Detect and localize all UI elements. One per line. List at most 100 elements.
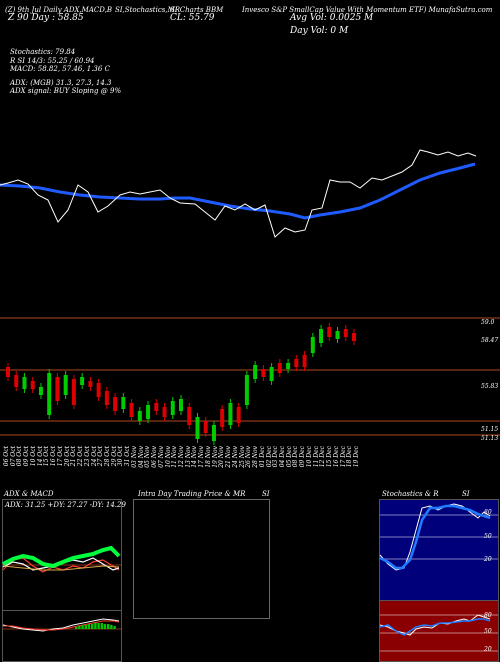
price-90day: Z 90 Day : 58.85: [8, 13, 84, 23]
candle-body: [286, 363, 291, 369]
rsi-panel: 80 50 20: [379, 600, 499, 662]
intra-title: Intra Day Trading Price & MR: [138, 490, 246, 498]
adx-panel: ADX: 31.25 +DY: 27.27 -DY: 14.29: [2, 499, 126, 611]
adx-signal-readout: ADX signal: BUY Sloping @ 9%: [10, 87, 122, 95]
adx-values: ADX: 31.25 +DY: 27.27 -DY: 14.29: [5, 501, 126, 509]
date-axis: 06 Oct 07 Oct 08 Oct 09 Oct 10 Oct 14 Oct 15 O…: [0, 446, 500, 484]
price-line: [0, 149, 477, 238]
candle-body: [104, 391, 109, 405]
date-tick: 22 Oct: [77, 446, 85, 467]
macd-bar: [84, 625, 87, 629]
candles: [6, 323, 356, 445]
header-mid2: SI Charts BBM: [170, 6, 224, 14]
candle-body: [14, 375, 19, 387]
avg-volume: Avg Vol: 0.0025 M: [290, 13, 374, 23]
macd-bar: [94, 623, 97, 629]
stoch-tick-80: 80: [484, 509, 492, 516]
candle-body: [38, 387, 43, 395]
stoch-title: Stochastics & R: [382, 490, 439, 498]
date-tick: 24 Nov: [231, 446, 239, 468]
chart-title: Invesco S&P SmallCap Value With Momentum…: [242, 6, 493, 14]
rsi-readout: R SI 14/3: 55.25 / 60.94: [10, 57, 95, 65]
date-tick: 07 Nov: [157, 446, 165, 468]
candlestick-chart: [0, 317, 500, 445]
level-label-3: 55.83: [481, 383, 499, 390]
date-tick: 01 Dec: [258, 446, 266, 468]
candle-body: [335, 331, 340, 339]
candle-body: [220, 409, 225, 427]
macd-readout: MACD: 58.82, 57.46, 1.36 C: [10, 65, 110, 73]
macd-bar: [91, 624, 94, 629]
candle-body: [319, 329, 324, 343]
macd-bar: [75, 627, 78, 629]
level-label-5: 51.13: [481, 435, 499, 442]
date-tick: 10 Oct: [29, 446, 37, 467]
stoch-tick-50: 50: [484, 533, 492, 540]
candle-body: [352, 333, 356, 341]
candle-body: [137, 411, 142, 421]
price-level-lines: [0, 317, 500, 436]
candle-body: [269, 367, 274, 381]
candle-body: [121, 397, 126, 409]
date-tick: 10 Dec: [305, 446, 313, 468]
adx-readout: ADX: (MGB) 31.3, 27.3, 14.3: [10, 79, 112, 87]
candle-body: [343, 329, 348, 337]
level-label-2: 58.47: [481, 337, 499, 344]
candle-body: [96, 383, 101, 397]
candle-body: [6, 367, 10, 377]
candle-body: [154, 403, 159, 411]
candle-body: [30, 381, 35, 389]
candle-body: [129, 403, 134, 417]
date-tick: 16 Dec: [332, 446, 340, 468]
day-volume: Day Vol: 0 M: [290, 26, 349, 36]
date-tick: 06 Oct: [3, 446, 10, 467]
header-left: (Z) 9th Jul Daily ADX,MACD,B: [5, 6, 112, 14]
date-tick: 28 Nov: [252, 446, 260, 468]
macd-bar: [110, 625, 113, 629]
date-tick: 06 Nov: [151, 446, 159, 468]
date-tick: 19 Dec: [353, 446, 360, 468]
macd-bar: [103, 624, 107, 629]
candle-body: [162, 407, 167, 417]
candle-body: [80, 377, 85, 385]
candle-body: [302, 355, 307, 367]
macd-panel: [2, 610, 122, 662]
candle-body: [203, 421, 208, 433]
stoch-si: SI: [462, 490, 470, 498]
intra-si: SI: [262, 490, 270, 498]
candle-body: [55, 377, 60, 401]
macd-bar: [107, 624, 110, 629]
macd-bar: [81, 625, 84, 629]
candle-body: [22, 377, 27, 389]
rsi-tick-50: 50: [484, 628, 492, 635]
close-price: CL: 55.79: [170, 13, 215, 23]
stoch-tick-20: 20: [484, 556, 492, 563]
candle-body: [236, 407, 241, 423]
candle-body: [327, 327, 332, 337]
candle-body: [253, 365, 258, 379]
macd-bar: [97, 623, 100, 629]
macd-bar: [87, 624, 91, 629]
candle-body: [228, 403, 233, 425]
date-tick: 17 Oct: [56, 446, 64, 467]
candle-body: [71, 379, 76, 405]
rsi-tick-20: 20: [484, 646, 492, 653]
header-mid1: SI,Stochastics,MR: [115, 6, 181, 14]
candle-body: [261, 369, 266, 377]
date-tick: 12 Nov: [178, 446, 185, 468]
candle-body: [146, 405, 151, 419]
candle-body: [179, 399, 183, 411]
date-tick: 03 Nov: [130, 446, 138, 468]
candle-body: [47, 373, 52, 415]
level-label-1: 59.0: [481, 319, 495, 326]
date-tick: 15 Dec: [326, 446, 334, 468]
date-tick: 18 Nov: [204, 446, 212, 468]
macd-bar: [100, 623, 103, 629]
candle-body: [294, 359, 299, 367]
candle-body: [195, 417, 200, 439]
stochastics-readout: Stochastics: 79.84: [10, 48, 76, 56]
candle-body: [211, 425, 216, 441]
stochastics-panel: 80 50 20: [379, 499, 499, 601]
rsi-tick-80: 80: [484, 612, 492, 619]
intraday-panel: [133, 499, 270, 619]
